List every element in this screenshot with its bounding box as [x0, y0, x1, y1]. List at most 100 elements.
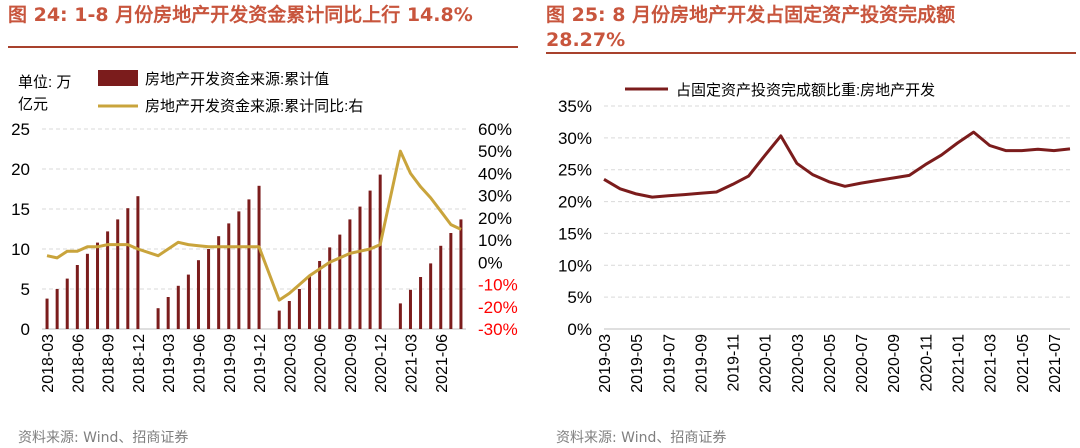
share-line — [603, 130, 1071, 199]
bar — [85, 253, 89, 329]
left-figure-title: 图 24: 1-8 月份房地产开发资金累计同比上行 14.8% — [8, 4, 473, 26]
right-figure-title-line2: 28.27% — [546, 29, 626, 51]
growth-line — [46, 149, 462, 302]
bar — [398, 303, 402, 329]
left-y-tick-label: 0 — [21, 320, 30, 339]
x-tick-label: 2019-09 — [222, 334, 239, 393]
x-tick-label: 2018-03 — [40, 334, 57, 393]
x-tick-label: 2019-09 — [693, 334, 710, 393]
bar — [449, 233, 453, 329]
left-y-tick-label: 5 — [21, 280, 30, 299]
right-y-tick-label: 40% — [478, 164, 512, 183]
x-tick-label: 2019-03 — [161, 334, 178, 393]
right-y-tick-label: 10% — [478, 231, 512, 250]
bar — [116, 219, 120, 329]
bar — [217, 236, 221, 329]
left-source-note: 资料来源: Wind、招商证券 — [18, 430, 189, 446]
y-tick-label: 5% — [567, 288, 592, 307]
legend-swatch-bars — [98, 70, 138, 86]
x-tick-label: 2020-03 — [790, 334, 807, 393]
x-tick-label: 2020-12 — [373, 334, 390, 393]
bar — [126, 208, 130, 329]
bar — [328, 247, 332, 329]
bar — [277, 310, 281, 329]
x-tick-label: 2019-12 — [252, 334, 269, 393]
bar — [257, 185, 261, 329]
bar — [419, 277, 423, 329]
bar — [207, 249, 211, 329]
bar — [358, 206, 362, 329]
right-y-tick-label: 0% — [478, 253, 503, 272]
right-y-tick-label: -30% — [478, 320, 518, 339]
bar — [297, 289, 301, 329]
left-unit-label: 单位: 万 — [18, 74, 71, 91]
y-tick-label: 15% — [558, 224, 592, 243]
left-y-tick-label: 10 — [11, 240, 30, 259]
bar — [176, 285, 180, 329]
right-plot: 0% 5% 10% 15% 20% 25% 30% 35% 2019-03 2019-05 2019… — [558, 97, 1071, 393]
x-tick-label: 2020-03 — [282, 334, 299, 393]
x-tick-label: 2020-09 — [886, 334, 903, 393]
bar — [308, 276, 312, 329]
bar — [287, 301, 291, 329]
x-tick-label: 2020-11 — [918, 334, 935, 392]
right-figure-title-line1: 图 25: 8 月份房地产开发占固定资产投资完成额 — [546, 4, 956, 26]
x-tick-label: 2020-01 — [758, 334, 775, 393]
right-y-tick-label: 60% — [478, 120, 512, 139]
legend-label-line: 房地产开发资金来源:累计同比:右 — [145, 98, 363, 115]
bar — [338, 234, 342, 329]
bar — [156, 308, 160, 329]
right-y-tick-label: -20% — [478, 298, 518, 317]
x-tick-label: 2019-05 — [629, 334, 646, 393]
left-plot: 0 5 10 15 20 25 -30% -20% -10% 0% 10% 20% 30% 40% 50% 6… — [11, 120, 518, 393]
legend-label-bars: 房地产开发资金来源:累计值 — [145, 71, 329, 88]
x-tick-label: 2018-09 — [101, 334, 118, 393]
x-tick-label: 2020-09 — [343, 334, 360, 393]
x-tick-label: 2019-03 — [597, 334, 614, 393]
bar — [247, 199, 251, 329]
right-y-tick-label: 50% — [478, 142, 512, 161]
bar — [136, 196, 140, 329]
bar — [227, 223, 231, 329]
x-tick-label: 2020-07 — [854, 334, 871, 393]
x-tick-label: 2021-07 — [1047, 334, 1064, 393]
bar — [368, 190, 372, 329]
bar — [459, 219, 463, 329]
bar — [186, 274, 190, 329]
y-tick-label: 30% — [558, 129, 592, 148]
y-tick-label: 35% — [558, 97, 592, 116]
right-source-note: 资料来源: Wind、招商证券 — [556, 430, 727, 446]
y-tick-label: 25% — [558, 161, 592, 180]
y-tick-label: 10% — [558, 256, 592, 275]
bar — [318, 261, 322, 329]
right-y-tick-label: 20% — [478, 209, 512, 228]
bar — [75, 265, 79, 329]
left-unit-label-2: 亿元 — [18, 96, 48, 113]
right-y-tick-label: 30% — [478, 187, 512, 206]
x-tick-label: 2019-06 — [191, 334, 208, 393]
left-y-tick-label: 25 — [11, 120, 30, 139]
bar — [166, 297, 170, 329]
bar — [106, 231, 110, 329]
bar — [196, 260, 200, 329]
x-tick-label: 2020-05 — [822, 334, 839, 393]
bar — [45, 298, 49, 329]
bar — [439, 245, 443, 329]
x-tick-label: 2021-03 — [983, 334, 1000, 393]
x-tick-label: 2019-11 — [726, 334, 743, 392]
x-tick-label: 2019-07 — [661, 334, 678, 393]
right-y-tick-label: -10% — [478, 276, 518, 295]
bar — [55, 289, 59, 329]
bar — [348, 219, 352, 329]
x-tick-label: 2020-06 — [313, 334, 330, 393]
right-title-rule — [546, 52, 1076, 54]
x-tick-label: 2021-01 — [951, 334, 968, 393]
bar — [408, 289, 412, 329]
left-y-tick-label: 20 — [11, 160, 30, 179]
y-tick-label: 0% — [567, 320, 592, 339]
bar — [65, 278, 69, 329]
right-legend-label: 占固定资产投资完成额比重:房地产开发 — [676, 82, 935, 99]
left-y-tick-label: 15 — [11, 200, 30, 219]
bar — [378, 174, 382, 329]
left-title-rule — [8, 46, 518, 48]
